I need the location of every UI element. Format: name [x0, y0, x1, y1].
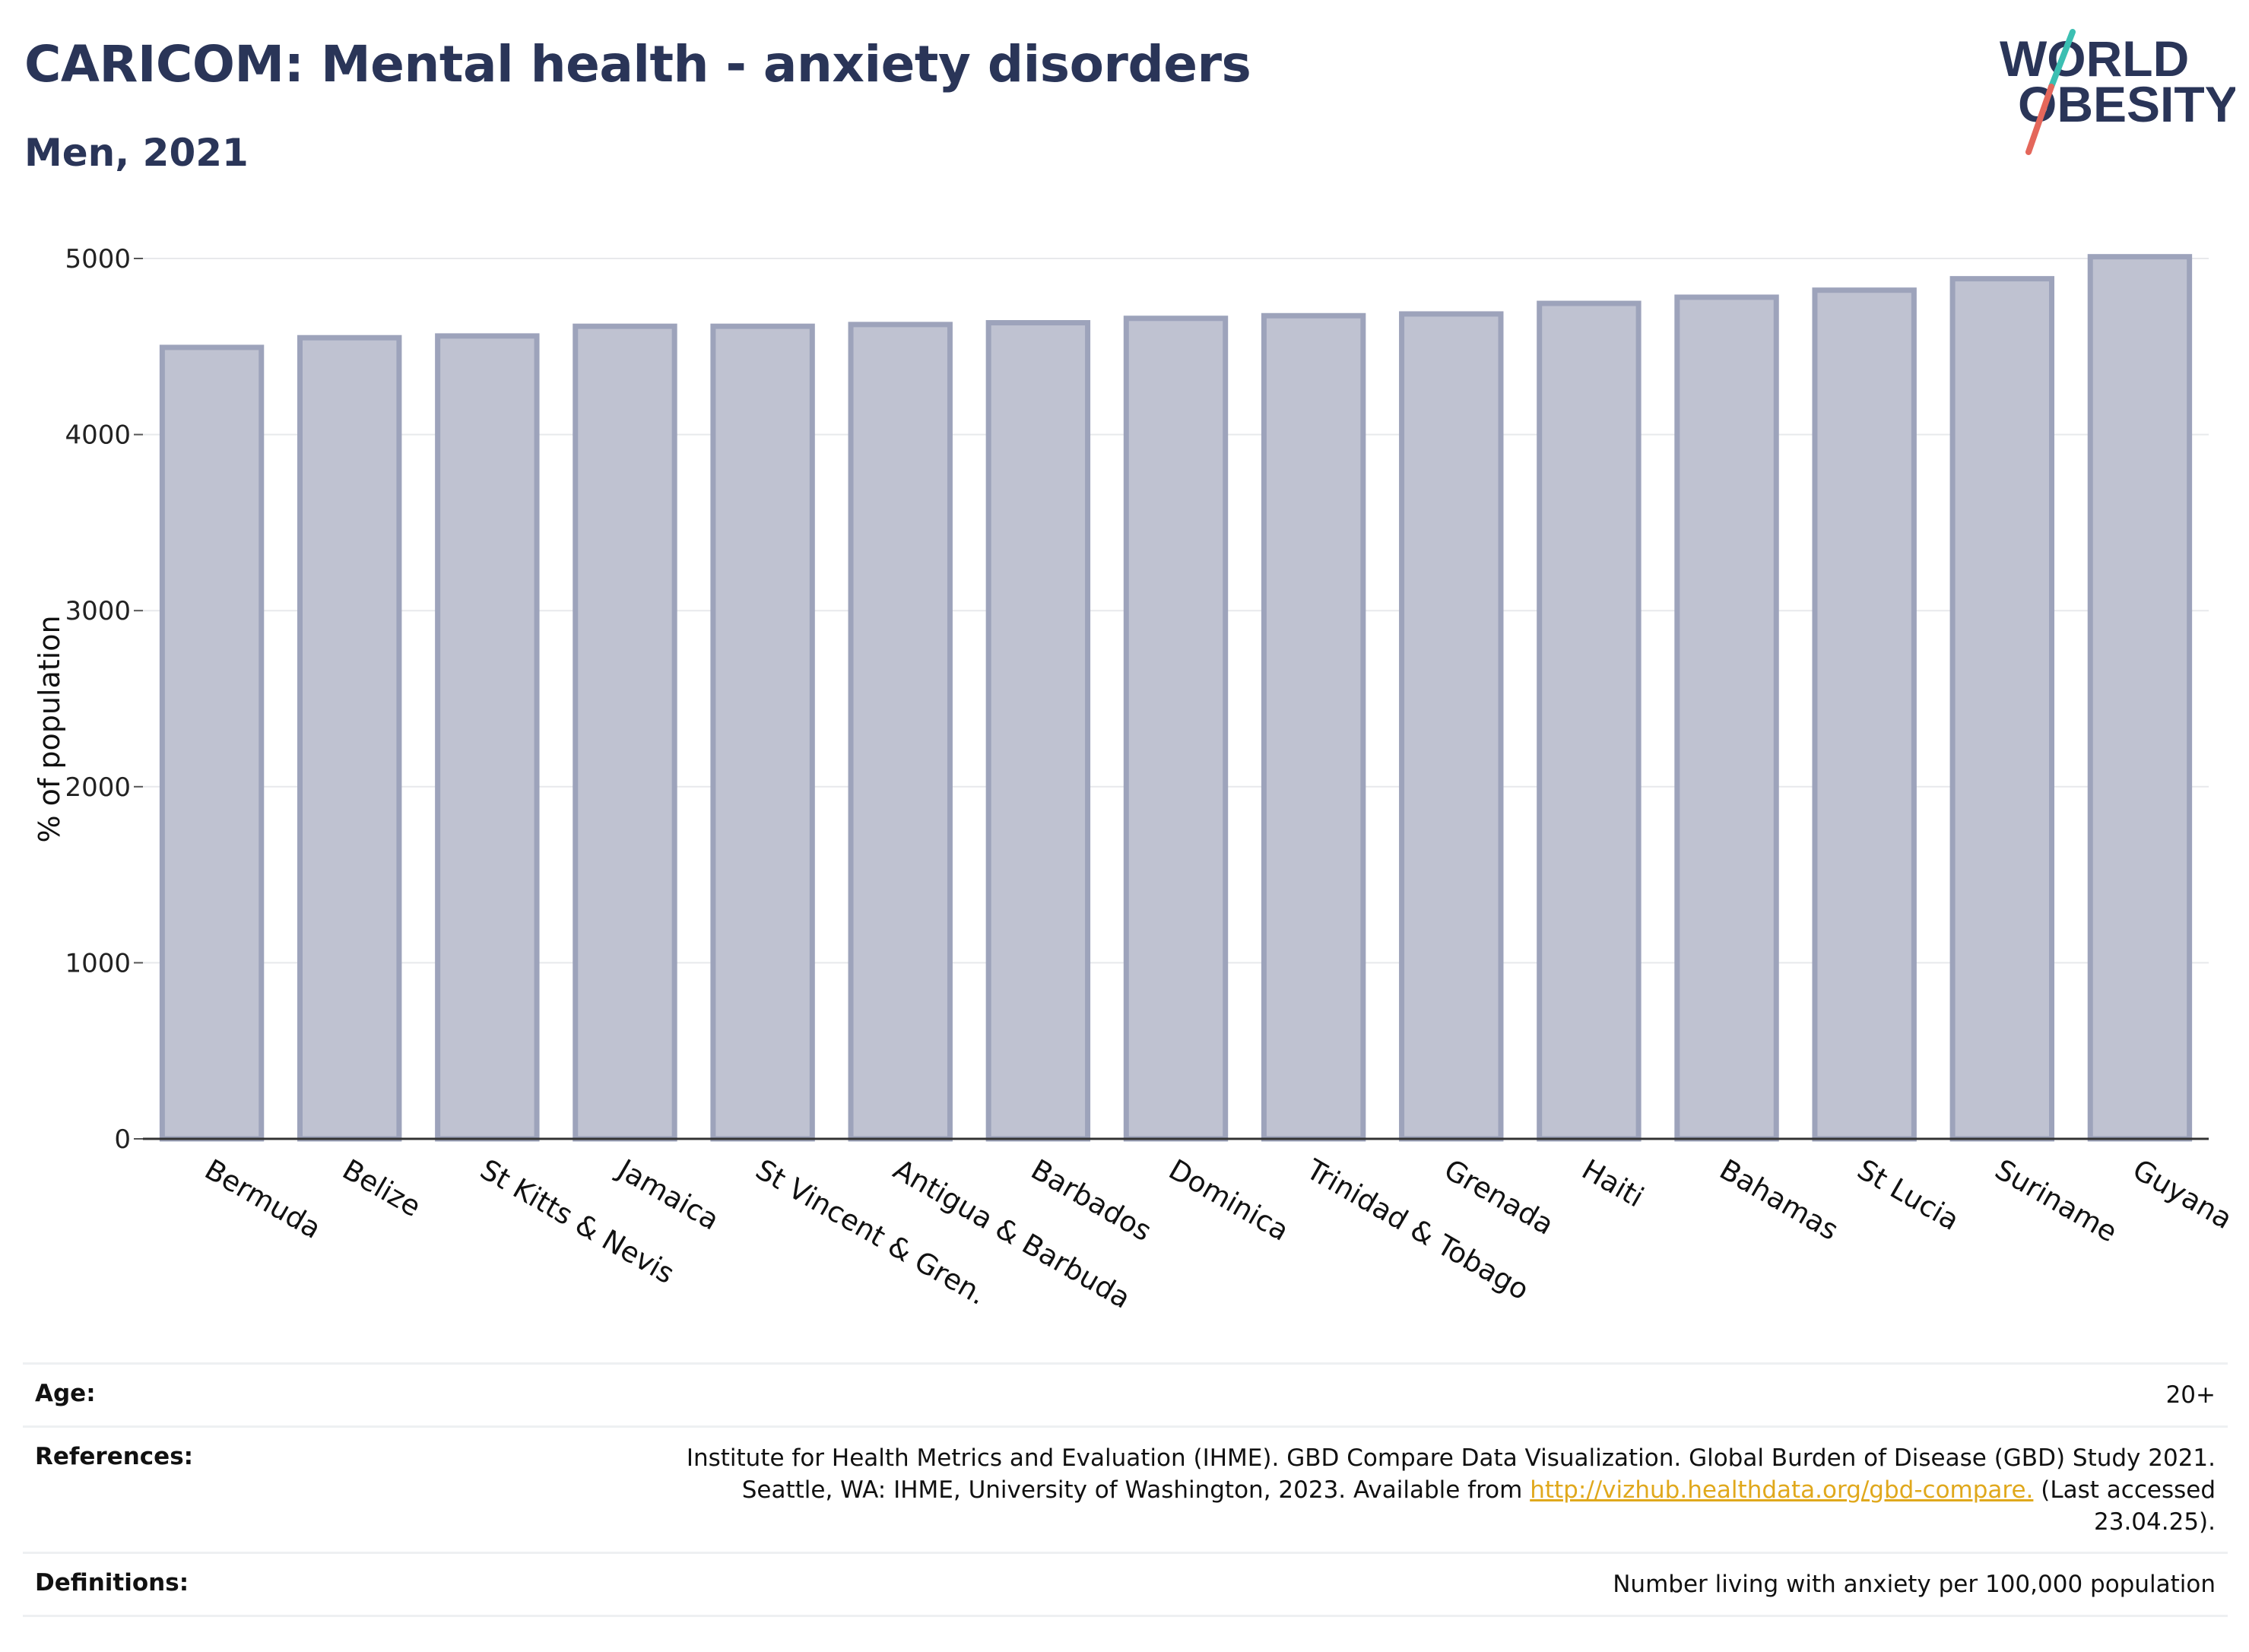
- x-tick-label: Grenada: [1439, 1153, 1559, 1241]
- x-tick-label: Belize: [337, 1153, 427, 1224]
- x-tick-label: Guyana: [2127, 1153, 2238, 1236]
- x-tick-label: Suriname: [1990, 1153, 2123, 1249]
- x-tick-label: Bahamas: [1715, 1153, 1845, 1247]
- bar-barbados: [985, 320, 1091, 1142]
- bar-st-kitts-nevis: [435, 333, 540, 1142]
- age-value: 20+: [2165, 1381, 2216, 1409]
- logo-slash-bottom: [2025, 84, 2054, 155]
- y-axis-ticks: 0 1000 2000 3000 4000 5000: [65, 244, 143, 1155]
- bar-chart: 0 1000 2000 3000 4000 5000 Bermuda Belize St Ki…: [33, 244, 2238, 1315]
- x-tick-label: Trinidad & Tobago: [1300, 1153, 1534, 1307]
- bar-dominica: [1123, 315, 1229, 1142]
- definitions-label: Definitions:: [35, 1569, 189, 1597]
- bar-suriname: [1949, 276, 2055, 1142]
- y-tick-label: 4000: [65, 420, 131, 451]
- references-link[interactable]: http://vizhub.healthdata.org/gbd-compare…: [1530, 1476, 2034, 1504]
- bar-st-vincent-gren-: [710, 323, 815, 1142]
- chart-title: CARICOM: Mental health - anxiety disorde…: [24, 35, 1251, 94]
- bar-grenada: [1399, 311, 1504, 1142]
- x-tick-label: St Vincent & Gren.: [750, 1153, 992, 1311]
- x-tick-label: Dominica: [1163, 1153, 1294, 1248]
- x-tick-label: Barbados: [1026, 1153, 1157, 1248]
- bar-haiti: [1537, 300, 1642, 1142]
- y-tick-label: 0: [114, 1124, 131, 1155]
- definitions-value: Number living with anxiety per 100,000 p…: [1613, 1571, 2216, 1599]
- chart-subtitle: Men, 2021: [24, 131, 249, 175]
- bar-belize: [297, 335, 402, 1142]
- bar-jamaica: [573, 323, 677, 1142]
- bar-bermuda: [159, 344, 265, 1142]
- y-tick-label: 2000: [65, 772, 131, 803]
- info-row-age: Age: 20+: [23, 1362, 2228, 1425]
- x-tick-label: Bermuda: [199, 1153, 326, 1245]
- y-tick-label: 3000: [65, 596, 131, 626]
- info-table: Age: 20+ References: Institute for Healt…: [23, 1362, 2228, 1618]
- bar-guyana: [2087, 254, 2193, 1142]
- logo-word-world: WORLD: [2000, 30, 2189, 87]
- world-obesity-logo: WORLD OBESITY: [2000, 29, 2235, 155]
- y-tick-label: 1000: [65, 948, 131, 978]
- bars: [159, 254, 2193, 1142]
- y-axis-title: % of population: [33, 615, 66, 842]
- x-tick-label: Jamaica: [611, 1153, 725, 1237]
- references-text: Institute for Health Metrics and Evaluat…: [686, 1444, 2216, 1504]
- x-tick-label: St Lucia: [1852, 1153, 1965, 1237]
- references-label: References:: [35, 1442, 194, 1470]
- logo-slash-top: [2048, 29, 2076, 90]
- info-row-definitions: Definitions: Number living with anxiety …: [23, 1552, 2228, 1618]
- bar-trinidad-tobago: [1261, 312, 1366, 1142]
- age-label: Age:: [35, 1380, 96, 1407]
- x-tick-label: Haiti: [1576, 1153, 1649, 1214]
- bar-antigua-barbuda: [848, 322, 953, 1142]
- references-value: Institute for Health Metrics and Evaluat…: [680, 1443, 2216, 1539]
- x-tick-label: Antigua & Barbuda: [888, 1153, 1136, 1315]
- bar-bahamas: [1674, 294, 1779, 1142]
- references-tail: (Last accessed 23.04.25).: [2041, 1476, 2216, 1536]
- bar-st-lucia: [1812, 287, 1917, 1142]
- info-row-references: References: Institute for Health Metrics…: [23, 1425, 2228, 1552]
- y-tick-label: 5000: [65, 244, 131, 274]
